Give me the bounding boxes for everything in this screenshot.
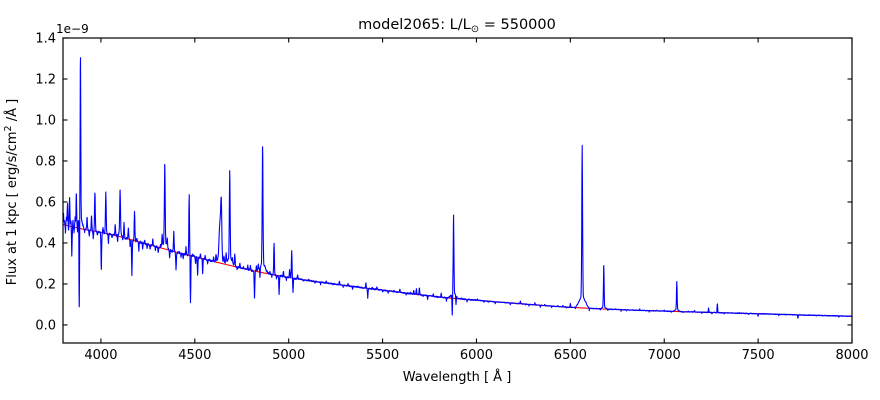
y-tick-label: 0.8	[35, 154, 56, 169]
y-axis-label: Flux at 1 kpc [ erg/s/cm2 /Å ]	[3, 99, 20, 285]
x-tick-label: 6500	[554, 348, 587, 363]
spectrum-line	[62, 57, 853, 319]
x-tick-label: 5000	[272, 348, 305, 363]
y-tick-label: 1.4	[35, 32, 56, 47]
y-axis-label-superscript: 2	[3, 125, 14, 131]
x-tick-label: 8000	[835, 348, 868, 363]
x-tick-label: 7500	[742, 348, 775, 363]
y-axis-label-suffix: /Å ]	[4, 99, 20, 126]
x-tick-label: 4500	[178, 348, 211, 363]
x-tick-labels: 4000 4500 5000 5500 6000 6500 7000 7500 8000	[84, 348, 868, 363]
axis-tick-marks	[63, 37, 853, 343]
plot-curves	[62, 57, 853, 319]
y-tick-label: 0.0	[35, 318, 56, 333]
plot-title: model2065: L/L⊙ = 550000	[358, 17, 556, 35]
plot-title-prefix: model2065: L/L	[358, 17, 471, 33]
x-tick-label: 4000	[84, 348, 117, 363]
y-tick-label: 0.2	[35, 277, 56, 292]
y-axis-label-prefix: Flux at 1 kpc [ erg/s/cm	[5, 131, 20, 285]
y-tick-labels: 0.0 0.2 0.4 0.6 0.8 1.0 1.2 1.4	[35, 32, 56, 334]
x-axis-label: Wavelength [ Å ]	[403, 369, 512, 385]
sun-symbol-subscript: ⊙	[471, 24, 479, 35]
x-tick-label: 7000	[648, 348, 681, 363]
y-tick-label: 1.2	[35, 72, 56, 87]
y-tick-label: 0.6	[35, 195, 56, 210]
y-tick-label: 1.0	[35, 113, 56, 128]
plot-title-suffix: = 550000	[479, 17, 556, 33]
x-tick-label: 6000	[460, 348, 493, 363]
y-axis-offset-label: 1e−9	[56, 22, 89, 36]
y-tick-label: 0.4	[35, 236, 56, 251]
plot-frame	[62, 37, 853, 344]
x-tick-label: 5500	[366, 348, 399, 363]
